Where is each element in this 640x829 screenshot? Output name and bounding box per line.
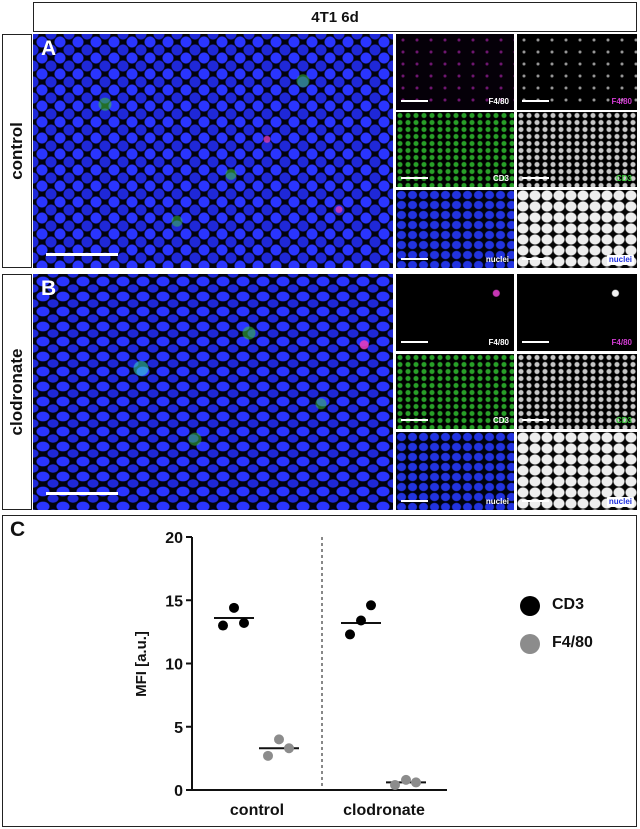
merge-image-control: A xyxy=(33,34,393,268)
data-point-cd3 xyxy=(345,629,355,640)
data-point-f480 xyxy=(274,734,284,745)
figure-title-box: 4T1 6d xyxy=(33,2,637,32)
channel-label-f480: F4/80 xyxy=(488,338,509,347)
data-point-cd3 xyxy=(366,600,376,611)
x-tick-label: control xyxy=(230,802,284,819)
y-tick-label: 0 xyxy=(174,783,183,800)
channel-label-f480: F4/80 xyxy=(611,97,632,106)
data-point-f480 xyxy=(411,777,421,788)
channel-nuclei-gray-clodronate: nuclei xyxy=(517,432,637,510)
x-tick-label: clodronate xyxy=(343,802,425,819)
scale-bar xyxy=(401,419,428,421)
chart-plot-area: MFI [a.u.] 0 5 10 15 20 control clodronate xyxy=(133,530,447,819)
scale-bar xyxy=(401,100,428,102)
scale-bar xyxy=(522,177,549,179)
panel-letter-a: A xyxy=(41,37,57,60)
figure-title: 4T1 6d xyxy=(311,9,359,26)
scale-bar xyxy=(401,500,428,502)
y-tick-label: 10 xyxy=(165,657,183,674)
data-point-cd3 xyxy=(218,620,228,631)
scale-bar xyxy=(522,341,549,343)
channel-nuclei-color-clodronate: nuclei xyxy=(396,432,514,510)
panel-c-box xyxy=(2,515,637,827)
y-tick-label: 5 xyxy=(174,720,183,737)
legend-label-f480: F4/80 xyxy=(552,634,593,651)
data-point-cd3 xyxy=(229,602,239,613)
scale-bar xyxy=(401,258,428,260)
channel-label-f480: F4/80 xyxy=(611,338,632,347)
data-point-f480 xyxy=(401,774,411,785)
scale-bar xyxy=(46,253,118,256)
scale-bar xyxy=(522,500,549,502)
data-point-cd3 xyxy=(356,615,366,626)
scale-bar xyxy=(401,177,428,179)
channel-label-cd3: CD3 xyxy=(615,416,632,425)
channel-nuclei-gray-control: nuclei xyxy=(517,190,637,268)
scale-bar xyxy=(401,341,428,343)
panel-letter-b: B xyxy=(41,277,57,300)
scale-bar xyxy=(522,419,549,421)
legend-label-cd3: CD3 xyxy=(552,596,585,613)
channel-label-nuclei: nuclei xyxy=(485,497,509,506)
data-point-cd3 xyxy=(239,618,249,629)
scale-bar xyxy=(522,258,549,260)
channel-label-nuclei: nuclei xyxy=(606,497,634,507)
scale-bar xyxy=(522,100,549,102)
channel-nuclei-color-control: nuclei xyxy=(396,190,514,268)
legend-dot-cd3 xyxy=(520,596,540,616)
channel-f480-gray-clodronate: F4/80 xyxy=(517,274,637,351)
data-point-f480 xyxy=(390,779,400,790)
channel-f480-color-clodronate: F4/80 xyxy=(396,274,514,351)
channel-f480-gray-control: F4/80 xyxy=(517,34,637,110)
data-point-f480 xyxy=(263,750,273,761)
data-point-f480 xyxy=(284,743,294,754)
channel-label-cd3: CD3 xyxy=(615,174,632,183)
scale-bar xyxy=(46,492,118,495)
channel-label-f480: F4/80 xyxy=(488,97,509,106)
channel-label-nuclei: nuclei xyxy=(485,255,509,264)
channel-cd3-gray-control: CD3 xyxy=(517,112,637,187)
channel-cd3-color-clodronate: CD3 xyxy=(396,354,514,429)
legend-dot-f480 xyxy=(520,634,540,654)
channel-label-cd3: CD3 xyxy=(492,416,509,425)
channel-cd3-gray-clodronate: CD3 xyxy=(517,354,637,429)
channel-cd3-color-control: CD3 xyxy=(396,112,514,187)
channel-label-cd3: CD3 xyxy=(492,174,509,183)
row-label-box-control: control xyxy=(2,34,32,268)
y-tick-label: 15 xyxy=(165,593,183,610)
panel-letter-c: C xyxy=(10,518,26,541)
channel-f480-color-control: F4/80 xyxy=(396,34,514,110)
y-axis-label: MFI [a.u.] xyxy=(133,631,150,697)
merge-image-clodronate: B xyxy=(33,274,393,510)
y-tick-label: 20 xyxy=(165,530,183,547)
row-label-box-clodronate: clodronate xyxy=(2,274,32,510)
channel-label-nuclei: nuclei xyxy=(606,255,634,265)
